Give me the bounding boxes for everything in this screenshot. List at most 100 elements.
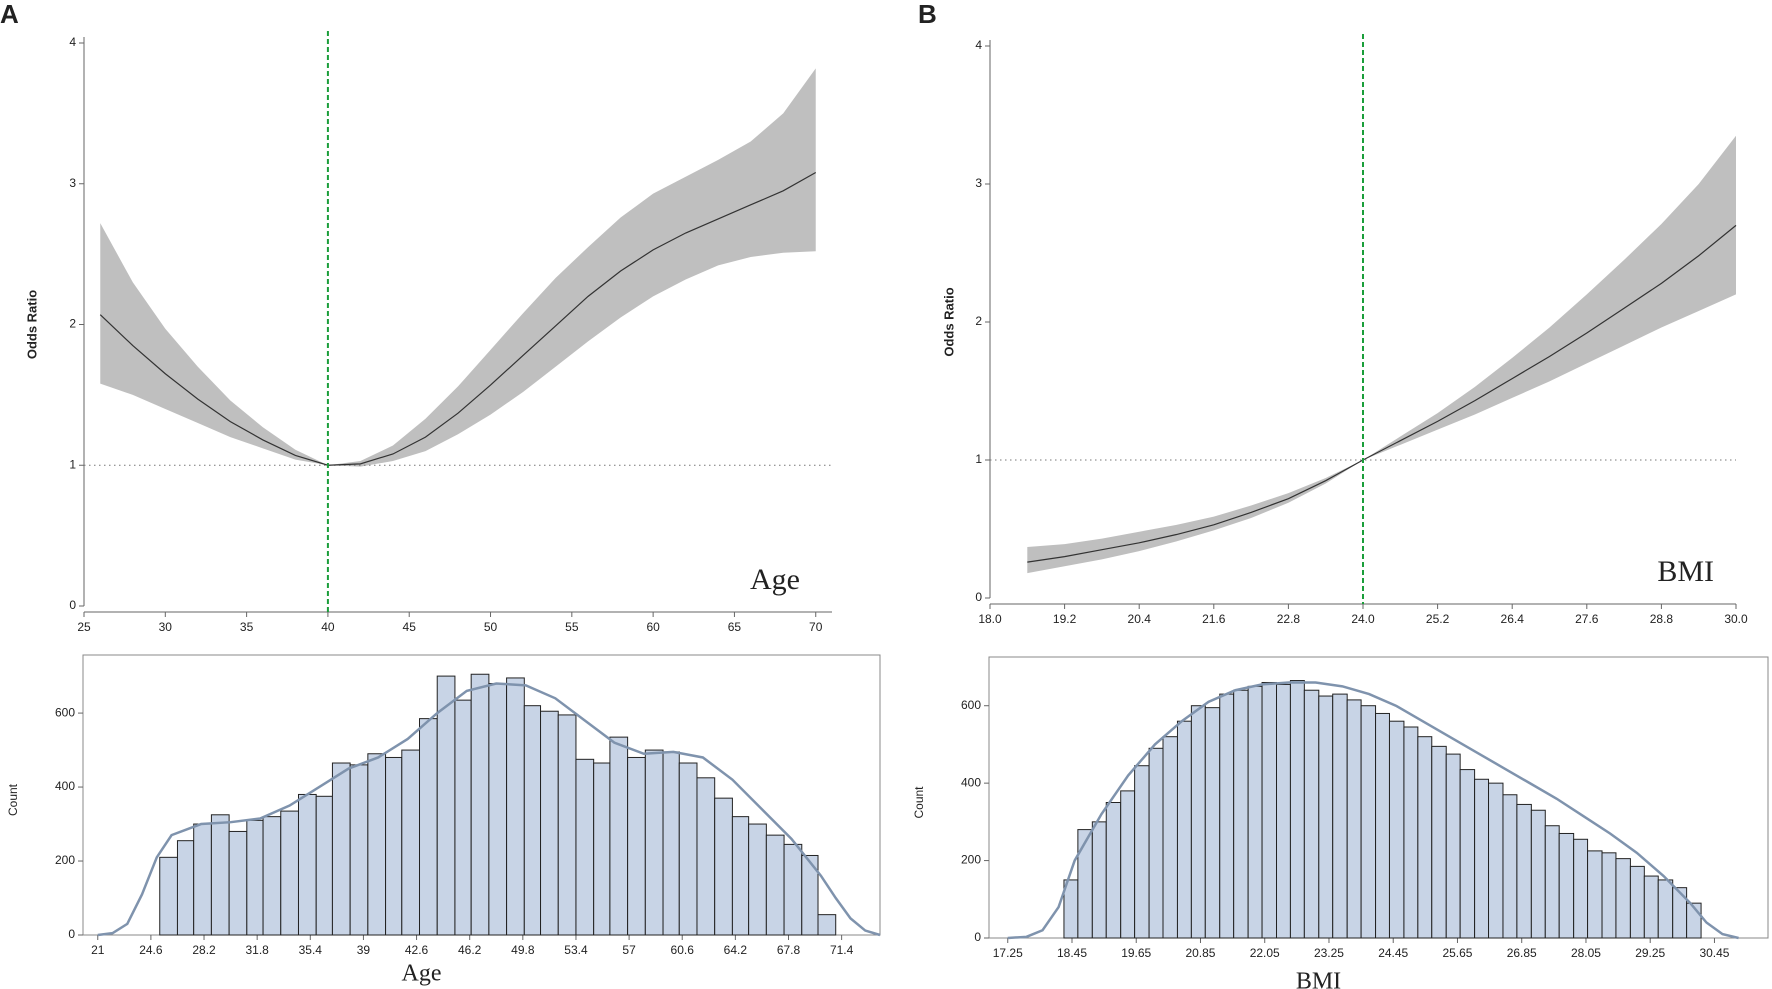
- histogram-bar: [1091, 821, 1107, 939]
- histogram-bar: [1332, 693, 1348, 939]
- histogram-bar: [1303, 689, 1320, 939]
- histogram-bar: [817, 914, 837, 936]
- histogram-bar: [1459, 769, 1476, 939]
- histogram-bar: [1289, 680, 1305, 939]
- y-tick-label: 200: [55, 853, 75, 867]
- histogram-bar: [540, 710, 559, 936]
- x-tick-label: 30.45: [1699, 946, 1729, 960]
- histogram-bar: [246, 819, 264, 936]
- histogram-bar: [454, 699, 472, 936]
- y-tick-label: 2: [69, 317, 76, 331]
- x-tick-label: 26.85: [1507, 946, 1537, 960]
- x-tick-label: 17.25: [993, 946, 1023, 960]
- x-axis-label: BMI: [1296, 969, 1341, 989]
- histogram-bar: [1388, 720, 1405, 939]
- annotation: BMI: [1657, 555, 1714, 588]
- x-tick-label: 60.6: [671, 943, 695, 957]
- histogram-bar: [1360, 705, 1377, 939]
- x-tick-label: 18.0: [978, 612, 1002, 626]
- histogram-bar: [678, 762, 698, 936]
- x-tick-label: 29.25: [1635, 946, 1665, 960]
- histogram-bar: [315, 795, 333, 936]
- x-tick-label: 31.8: [245, 943, 269, 957]
- histogram-bar: [228, 830, 248, 936]
- histogram-bar: [644, 749, 664, 936]
- x-tick-label: 27.6: [1575, 612, 1599, 626]
- histogram-bar: [1148, 747, 1164, 939]
- histogram-bar: [1261, 681, 1278, 939]
- histogram-bar: [523, 705, 542, 936]
- histogram-bar: [1672, 887, 1688, 939]
- histogram-bar: [1276, 683, 1291, 939]
- x-tick-label: 20.4: [1128, 612, 1152, 626]
- histogram-bar: [385, 756, 403, 936]
- x-tick-label: 50: [484, 620, 498, 634]
- x-tick-label: 28.2: [192, 943, 216, 957]
- odds-ratio-line: [99, 171, 817, 466]
- x-tick-label: 35.4: [299, 943, 323, 957]
- histogram-bar: [1601, 852, 1617, 939]
- x-tick-label: 53.4: [564, 943, 588, 957]
- x-tick-label: 22.05: [1250, 946, 1280, 960]
- histogram-bar: [1403, 726, 1419, 939]
- histogram-bar: [1219, 693, 1235, 939]
- histogram-bar: [696, 777, 716, 936]
- x-tick-label: 42.6: [405, 943, 429, 957]
- x-tick-label: 46.2: [458, 943, 482, 957]
- histogram-bar: [557, 714, 577, 936]
- histogram-bar: [1445, 753, 1461, 939]
- x-tick-label: 57: [622, 943, 636, 957]
- histogram-bar: [662, 751, 680, 936]
- x-axis-label: Age: [402, 961, 442, 987]
- x-tick-label: 30.0: [1724, 612, 1748, 626]
- y-tick-label: 0: [68, 927, 75, 941]
- histogram-bar: [401, 749, 421, 936]
- density-curve: [97, 682, 881, 937]
- confidence-band: [100, 68, 816, 467]
- histogram-bar: [367, 753, 387, 936]
- y-tick-label: 4: [975, 38, 982, 52]
- x-tick-label: 28.8: [1650, 612, 1674, 626]
- y-tick-label: 400: [961, 775, 981, 789]
- y-axis-label: Count: [6, 783, 20, 816]
- histogram-bar: [1657, 879, 1674, 939]
- confidence-band: [1027, 135, 1736, 574]
- y-tick-label: 4: [69, 35, 76, 49]
- x-tick-label: 65: [728, 620, 742, 634]
- y-tick-label: 3: [69, 176, 76, 190]
- histogram-bar: [1558, 832, 1575, 939]
- odds-ratio-line: [1027, 224, 1737, 563]
- histogram-bar: [331, 762, 351, 936]
- x-tick-label: 39: [357, 943, 371, 957]
- x-tick-label: 25.65: [1442, 946, 1472, 960]
- x-tick-label: 25: [77, 620, 91, 634]
- histogram-bar: [593, 762, 611, 936]
- histogram-bar: [1105, 802, 1122, 939]
- x-tick-label: 64.2: [724, 943, 748, 957]
- x-tick-label: 21: [91, 943, 105, 957]
- histogram-bar: [1120, 790, 1136, 939]
- y-tick-label: 600: [55, 705, 75, 719]
- x-tick-label: 19.65: [1121, 946, 1151, 960]
- histogram-bar: [1375, 712, 1390, 939]
- histogram-bar: [1587, 850, 1603, 939]
- histogram-bar: [159, 856, 178, 936]
- histogram-bar: [1516, 803, 1532, 939]
- histogram-bar: [1417, 736, 1433, 939]
- histogram-bar: [714, 797, 733, 936]
- density-curve: [1007, 681, 1739, 940]
- x-tick-label: 18.45: [1057, 946, 1087, 960]
- y-tick-label: 600: [961, 698, 981, 712]
- histogram-bar: [1162, 736, 1178, 939]
- histogram-bar: [280, 810, 299, 936]
- histogram-bar: [419, 718, 438, 936]
- x-tick-label: 23.25: [1314, 946, 1344, 960]
- histogram-bar: [627, 756, 646, 936]
- annotation: Age: [750, 563, 800, 596]
- panel-label: A: [0, 0, 19, 29]
- y-tick-label: 0: [974, 930, 981, 944]
- y-axis-label: Count: [912, 786, 926, 819]
- x-tick-label: 24.0: [1351, 612, 1375, 626]
